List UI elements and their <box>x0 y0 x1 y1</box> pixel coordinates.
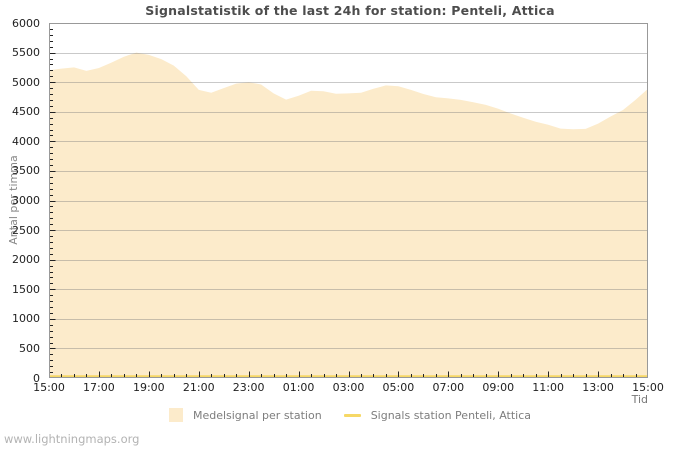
legend-label-signals: Signals station Penteli, Attica <box>370 408 532 422</box>
x-tick-label: 15:00 <box>33 381 65 394</box>
x-tick-label: 05:00 <box>382 381 415 394</box>
x-axis-title: Tid <box>631 393 648 406</box>
y-tick-label: 4500 <box>12 105 40 119</box>
x-tick-label: 07:00 <box>432 381 465 394</box>
y-tick-label: 3500 <box>12 164 40 178</box>
y-tick-label: 6000 <box>12 16 40 30</box>
legend-label-medelsignal: Medelsignal per station <box>192 408 322 422</box>
y-tick-label: 2500 <box>12 223 40 237</box>
x-tick-label: 03:00 <box>332 381 365 394</box>
x-tick-label: 23:00 <box>232 381 265 394</box>
y-tick-label: 500 <box>19 341 40 355</box>
y-tick-label: 5000 <box>12 75 40 89</box>
x-tick-label: 11:00 <box>532 381 564 394</box>
legend-line-swatch <box>343 413 361 417</box>
y-tick-label: 1000 <box>12 312 40 326</box>
y-tick-label: 0 <box>33 371 40 385</box>
y-tick-label: 1500 <box>12 282 40 296</box>
legend-area-swatch <box>168 408 183 422</box>
y-axis-tick-labels: 0 500 1000 1500 2000 2500 3000 3500 4000 4500 5000… <box>0 17 45 385</box>
y-tick-label: 5500 <box>12 46 40 60</box>
plot-border <box>49 23 648 378</box>
legend-item-signals: Signals station Penteli, Attica <box>343 408 532 422</box>
y-tick-label: 2000 <box>12 253 40 267</box>
x-tick-label: 19:00 <box>132 381 165 394</box>
legend: Medelsignal per station Signals station … <box>0 408 700 422</box>
plot-area <box>49 23 648 378</box>
x-tick-label: 21:00 <box>182 381 215 394</box>
watermark-text: www.lightningmaps.org <box>4 432 140 446</box>
area-medelsignal <box>49 52 648 378</box>
y-tick-label: 4000 <box>12 134 40 148</box>
x-tick-label: 15:00 <box>632 381 664 394</box>
chart-title: Signalstatistik of the last 24h for stat… <box>145 3 555 18</box>
x-tick-label: 01:00 <box>282 381 315 394</box>
x-tick-label: 09:00 <box>482 381 515 394</box>
x-tick-label: 13:00 <box>582 381 614 394</box>
legend-item-medelsignal: Medelsignal per station <box>168 408 322 422</box>
x-axis-tick-labels: 15:00 17:00 19:00 21:00 23:00 01:00 03:00 05:00… <box>33 381 664 395</box>
x-tick-label: 17:00 <box>83 381 115 394</box>
y-tick-label: 3000 <box>12 194 40 207</box>
plot-svg <box>49 23 648 378</box>
